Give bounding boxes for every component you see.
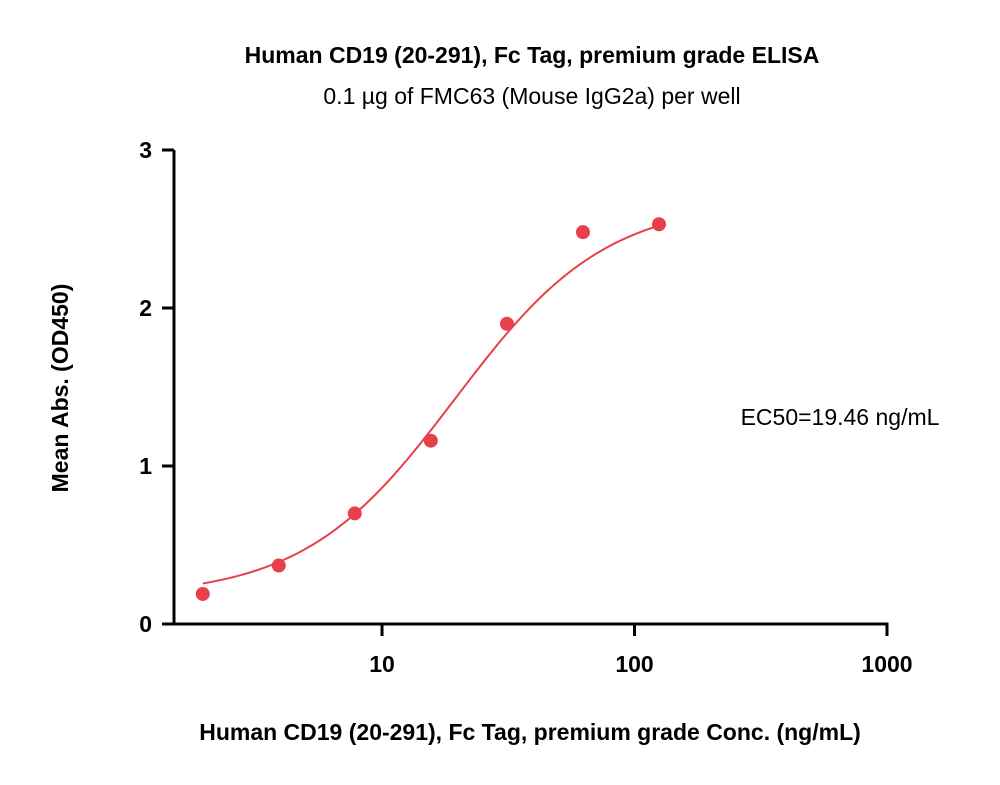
- y-tick-label: 3: [139, 137, 152, 163]
- x-axis-label: Human CD19 (20-291), Fc Tag, premium gra…: [199, 719, 861, 745]
- data-point: [271, 558, 286, 573]
- y-tick-label: 1: [139, 453, 152, 479]
- ec50-annotation: EC50=19.46 ng/mL: [741, 404, 940, 430]
- x-tick-label: 100: [615, 651, 653, 677]
- data-point: [423, 433, 438, 448]
- y-axis: 0 1 2 3: [139, 137, 176, 637]
- chart-title: Human CD19 (20-291), Fc Tag, premium gra…: [245, 42, 820, 68]
- data-point: [195, 586, 210, 601]
- data-points: [195, 217, 666, 601]
- y-tick-label: 2: [139, 295, 152, 321]
- x-tick-label: 1000: [861, 651, 912, 677]
- x-tick-label: 10: [369, 651, 395, 677]
- data-point: [651, 217, 666, 232]
- x-axis: 10 100 1000: [172, 622, 913, 677]
- y-tick-label: 0: [139, 611, 152, 637]
- chart-subtitle: 0.1 µg of FMC63 (Mouse IgG2a) per well: [323, 83, 740, 109]
- data-point: [499, 316, 514, 331]
- fit-curve: [202, 224, 660, 585]
- y-axis-label: Mean Abs. (OD450): [47, 284, 73, 493]
- data-point: [575, 225, 590, 240]
- data-point: [347, 506, 362, 521]
